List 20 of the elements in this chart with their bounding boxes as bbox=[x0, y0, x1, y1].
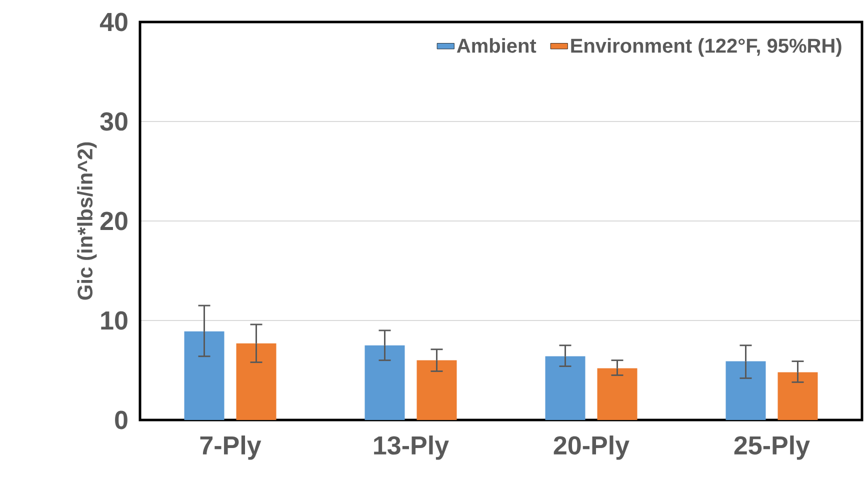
legend-label: Ambient bbox=[456, 38, 536, 53]
y-tick-label: 40 bbox=[100, 12, 128, 32]
bar bbox=[545, 356, 586, 420]
y-tick-label: 10 bbox=[101, 311, 128, 330]
bar bbox=[184, 331, 224, 420]
y-tick-label: 20 bbox=[100, 212, 128, 230]
x-tick-label: 20-Ply bbox=[554, 436, 630, 460]
x-tick-label: 25-Ply bbox=[734, 436, 810, 460]
x-tick-label: 7-Ply bbox=[200, 436, 262, 460]
bar bbox=[778, 372, 818, 420]
bar bbox=[236, 343, 276, 420]
legend-label: Environment (122°F, 95%RH) bbox=[571, 38, 842, 57]
y-tick-label: 30 bbox=[100, 112, 128, 131]
bar bbox=[416, 360, 457, 420]
y-axis-title: Gic (in*lbs/in^2) bbox=[77, 142, 97, 300]
bar bbox=[364, 345, 405, 420]
y-tick-label: 0 bbox=[115, 410, 128, 430]
x-tick-label: 13-Ply bbox=[374, 436, 449, 460]
bar bbox=[597, 368, 638, 420]
bar bbox=[726, 361, 766, 420]
